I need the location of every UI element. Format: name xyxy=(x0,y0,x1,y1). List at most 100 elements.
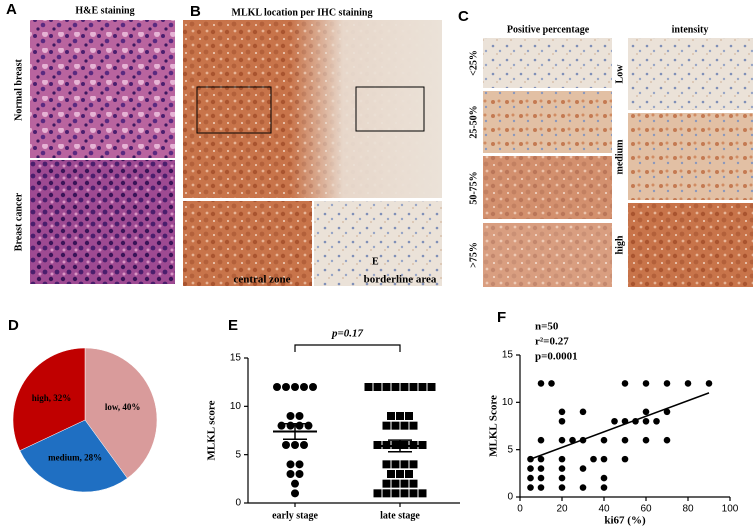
data-point xyxy=(621,455,629,463)
ihc-image xyxy=(628,38,753,110)
x-tick-label: early stage xyxy=(272,510,318,521)
data-point xyxy=(600,455,608,463)
data-point xyxy=(558,484,566,491)
data-point xyxy=(642,417,650,425)
ihc-image xyxy=(314,201,442,286)
data-point xyxy=(277,421,286,430)
data-point xyxy=(295,412,304,420)
data-point xyxy=(600,484,608,491)
ihc-image xyxy=(483,91,612,153)
data-point xyxy=(558,474,566,482)
data-point xyxy=(537,474,545,482)
data-point xyxy=(409,383,418,391)
data-point xyxy=(273,383,281,391)
data-point xyxy=(286,470,295,478)
panel-letter: F xyxy=(497,309,506,326)
y-tick-label: 0 xyxy=(507,492,513,503)
pie-slice xyxy=(84,347,158,479)
error-bar xyxy=(283,422,307,440)
histology-image xyxy=(30,160,175,284)
data-point xyxy=(373,441,382,449)
data-point xyxy=(391,479,400,488)
data-point xyxy=(291,441,299,449)
data-point xyxy=(400,383,409,391)
data-point xyxy=(382,421,391,430)
y-axis-label: MLKL Score xyxy=(488,395,500,457)
data-point xyxy=(286,412,295,420)
row-label: 50-75% xyxy=(468,171,479,204)
data-point xyxy=(400,489,409,498)
data-point xyxy=(418,489,427,498)
data-point xyxy=(611,417,618,425)
data-point xyxy=(558,417,566,425)
ihc-image xyxy=(183,201,312,286)
p-value: p=0.17 xyxy=(331,328,364,340)
data-point xyxy=(537,465,545,472)
data-point xyxy=(309,383,317,391)
zone-label: central zone xyxy=(233,274,290,286)
slice-label: medium, 28% xyxy=(48,452,102,462)
x-tick-label: 100 xyxy=(722,504,739,515)
data-point xyxy=(558,408,566,416)
data-point xyxy=(527,465,534,472)
x-tick-label: 20 xyxy=(556,504,568,515)
pie-slice xyxy=(12,347,86,451)
data-point xyxy=(400,479,409,488)
x-tick-label: 60 xyxy=(640,504,652,515)
data-point xyxy=(405,412,413,420)
data-point xyxy=(579,465,587,472)
data-point xyxy=(364,383,373,391)
data-point xyxy=(621,380,629,387)
x-tick-label: late stage xyxy=(380,510,420,521)
data-point xyxy=(558,465,566,472)
data-point xyxy=(418,441,427,449)
data-point xyxy=(579,408,587,416)
data-point xyxy=(409,479,418,488)
data-point xyxy=(558,436,566,444)
data-point xyxy=(400,421,409,430)
data-point xyxy=(291,383,299,391)
data-point xyxy=(569,436,576,444)
data-point xyxy=(387,412,395,420)
y-tick-label: 10 xyxy=(502,397,514,408)
data-point xyxy=(400,460,409,469)
data-point xyxy=(286,460,295,469)
data-point xyxy=(579,484,587,491)
panel-letter: A xyxy=(6,1,17,18)
ihc-image xyxy=(628,113,753,200)
ihc-image xyxy=(483,223,612,287)
row-label: Low xyxy=(614,64,625,84)
histology-image xyxy=(30,20,175,158)
data-point xyxy=(409,421,418,430)
row-label: Breast cancer xyxy=(13,192,24,251)
panel-letter: B xyxy=(190,3,201,20)
data-point xyxy=(300,383,308,391)
data-point xyxy=(663,380,671,387)
y-tick-label: 15 xyxy=(230,353,242,364)
data-point xyxy=(409,460,418,469)
data-point xyxy=(527,474,534,482)
data-point xyxy=(382,460,391,469)
data-point xyxy=(527,484,534,491)
data-point xyxy=(295,470,304,478)
panel-letter: D xyxy=(8,317,19,334)
data-point xyxy=(600,474,608,482)
data-point xyxy=(418,383,427,391)
significance-bracket xyxy=(294,344,401,352)
data-point xyxy=(527,455,534,463)
ihc-image-fade xyxy=(290,20,442,198)
zone-label: borderline area xyxy=(364,274,437,286)
data-point xyxy=(537,455,545,463)
x-tick-label: 80 xyxy=(682,504,694,515)
panel-letter: C xyxy=(458,8,469,25)
data-point xyxy=(600,436,608,444)
data-point xyxy=(705,380,713,387)
error-bar xyxy=(388,439,412,453)
row-label: Normal breast xyxy=(13,58,24,120)
data-point xyxy=(391,383,400,391)
x-tick-label: 0 xyxy=(517,504,523,515)
data-point xyxy=(295,460,304,469)
row-label: medium xyxy=(614,139,625,175)
data-point xyxy=(382,479,391,488)
